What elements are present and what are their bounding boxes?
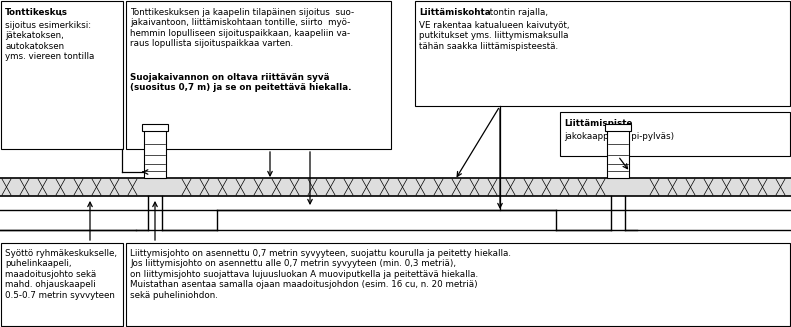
Text: VE rakentaa katualueen kaivutyöt,
putkitukset yms. liittymismaksulla
tähän saakk: VE rakentaa katualueen kaivutyöt, putkit… [419, 21, 570, 51]
Bar [607, 130, 629, 178]
Text: jakokaappi (tai pi-pylväs): jakokaappi (tai pi-pylväs) [564, 132, 674, 141]
Text: Liittämispiste: Liittämispiste [564, 119, 632, 128]
Text: Tonttikeskus: Tonttikeskus [5, 8, 68, 17]
Text: tontin rajalla,: tontin rajalla, [487, 8, 548, 17]
Bar [1, 243, 123, 326]
Bar [0, 178, 791, 196]
Text: ,: , [59, 8, 62, 17]
Text: Syöttö ryhmäkeskukselle,
puhelinkaapeli,
maadoitusjohto sekä
mahd. ohjauskaapeli: Syöttö ryhmäkeskukselle, puhelinkaapeli,… [5, 249, 117, 300]
Bar [1, 1, 123, 149]
Bar [560, 112, 790, 156]
Bar [605, 124, 631, 131]
Text: Liittymisjohto on asennettu 0,7 metrin syvyyteen, suojattu kourulla ja peitetty : Liittymisjohto on asennettu 0,7 metrin s… [130, 249, 511, 300]
Bar [142, 124, 168, 131]
Bar [415, 1, 790, 106]
Text: Suojakaivannon on oltava riittävän syvä
(suositus 0,7 m) ja se on peitettävä hie: Suojakaivannon on oltava riittävän syvä … [130, 73, 351, 93]
Text: Tonttikeskuksen ja kaapelin tilapäinen sijoitus  suo-
jakaivantoon, liittämiskoh: Tonttikeskuksen ja kaapelin tilapäinen s… [130, 8, 354, 48]
Bar [126, 243, 790, 326]
Bar [144, 130, 166, 178]
Bar [126, 1, 391, 149]
Text: sijoitus esimerkiksi:
jätekatoksen,
autokatoksen
yms. viereen tontilla: sijoitus esimerkiksi: jätekatoksen, auto… [5, 21, 94, 61]
Text: Liittämiskohta: Liittämiskohta [419, 8, 490, 17]
